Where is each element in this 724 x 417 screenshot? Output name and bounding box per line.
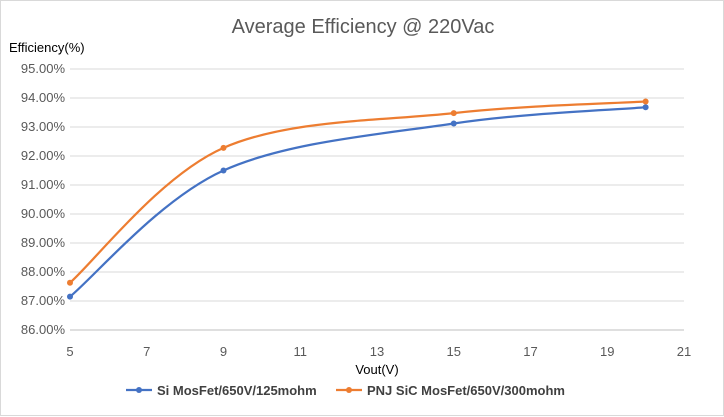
data-point-0 [220, 167, 227, 174]
data-point-1 [642, 98, 649, 105]
x-tick-label: 5 [66, 344, 73, 359]
y-tick-label: 89.00% [21, 235, 66, 250]
y-tick-label: 93.00% [21, 119, 66, 134]
x-tick-label: 9 [220, 344, 227, 359]
data-point-1 [67, 279, 73, 286]
x-tick-label: 7 [143, 344, 150, 359]
data-point-1 [220, 144, 227, 151]
data-point-0 [67, 293, 73, 300]
y-tick-label: 90.00% [21, 206, 66, 221]
y-tick-label: 94.00% [21, 90, 66, 105]
legend-label-1: PNJ SiC MosFet/650V/300mohm [367, 383, 565, 398]
data-point-0 [450, 120, 457, 127]
y-tick-label: 95.00% [21, 61, 66, 76]
legend-label-0: Si MosFet/650V/125mohm [157, 383, 317, 398]
x-axis-label: Vout(V) [355, 362, 398, 377]
legend-marker-1 [346, 387, 352, 393]
y-tick-label: 88.00% [21, 264, 66, 279]
y-tick-label: 91.00% [21, 177, 66, 192]
chart-title: Average Efficiency @ 220Vac [232, 16, 495, 38]
x-tick-label: 19 [600, 344, 614, 359]
y-tick-label: 92.00% [21, 148, 66, 163]
x-tick-label: 13 [370, 344, 384, 359]
legend-marker-0 [136, 387, 142, 393]
x-tick-label: 17 [523, 344, 537, 359]
y-tick-label: 87.00% [21, 293, 66, 308]
data-point-0 [642, 104, 649, 111]
x-tick-label: 21 [677, 344, 691, 359]
x-tick-label: 11 [294, 344, 308, 359]
series-line-0 [69, 106, 646, 298]
data-point-1 [450, 110, 457, 117]
x-tick-label: 15 [447, 344, 461, 359]
y-tick-label: 86.00% [21, 322, 66, 337]
series-line-1 [69, 100, 646, 284]
y-axis-label: Efficiency(%) [9, 40, 85, 55]
